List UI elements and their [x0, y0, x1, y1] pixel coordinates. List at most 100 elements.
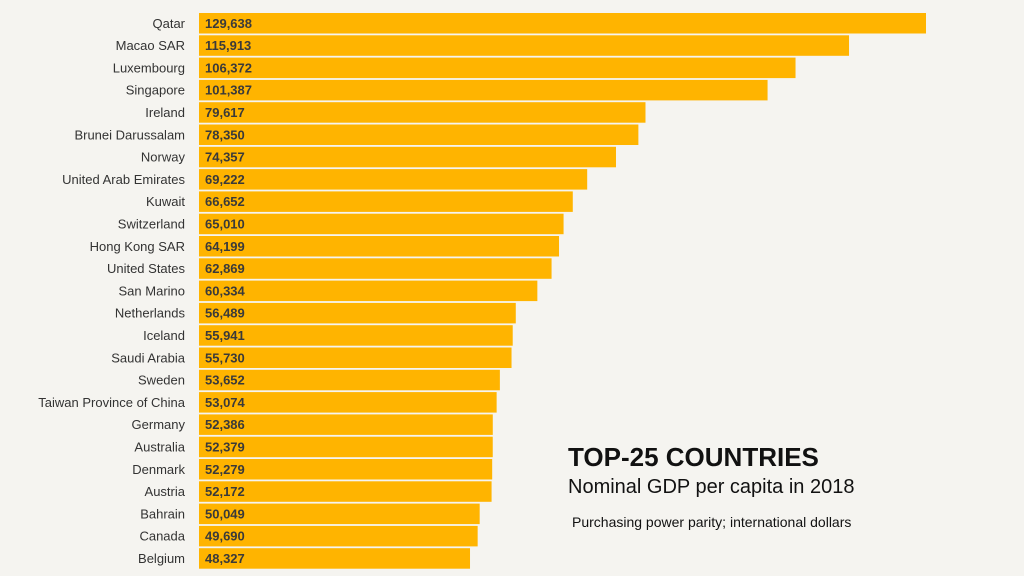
bar-row: Macao SAR 115,913 [116, 35, 850, 56]
bar [199, 369, 500, 391]
category-label: Canada [139, 529, 185, 544]
bar-row: Norway 74,357 [141, 146, 616, 168]
bar-row: Kuwait 66,652 [146, 191, 573, 212]
value-label: 53,652 [205, 373, 245, 388]
bar-row: Denmark 52,279 [132, 459, 493, 480]
bar [199, 102, 646, 123]
bar [199, 169, 588, 190]
value-label: 79,617 [205, 105, 245, 120]
bar [199, 236, 560, 257]
bar [199, 35, 850, 56]
value-label: 106,372 [205, 60, 252, 75]
category-label: Hong Kong SAR [90, 239, 185, 254]
bar-row: Taiwan Province of China 53,074 [38, 392, 497, 413]
bar-row: United Arab Emirates 69,222 [62, 169, 588, 190]
value-label: 50,049 [205, 506, 245, 521]
chart-title: TOP-25 COUNTRIES [568, 442, 819, 472]
value-label: 115,913 [205, 38, 251, 53]
category-label: United Arab Emirates [62, 172, 185, 187]
value-label: 101,387 [205, 83, 252, 98]
bar-row: Canada 49,690 [139, 525, 478, 547]
category-label: Taiwan Province of China [38, 395, 185, 410]
bar-row: Singapore 101,387 [126, 79, 768, 101]
bar [199, 13, 926, 34]
category-label: Denmark [132, 462, 185, 477]
category-label: Luxembourg [113, 60, 185, 75]
bar [199, 414, 493, 435]
category-label: San Marino [119, 283, 185, 298]
bar [199, 213, 564, 235]
bar [199, 436, 493, 458]
value-label: 53,074 [205, 395, 246, 410]
bar-row: Saudi Arabia 55,730 [111, 347, 512, 368]
chart-subtitle: Nominal GDP per capita in 2018 [568, 476, 855, 498]
category-label: Brunei Darussalam [74, 127, 185, 142]
category-label: Belgium [138, 551, 185, 566]
bar [199, 548, 471, 569]
value-label: 52,379 [205, 439, 245, 454]
bar [199, 459, 493, 480]
category-label: Macao SAR [116, 38, 185, 53]
bar-row: Qatar 129,638 [152, 13, 926, 34]
bar [199, 280, 538, 302]
value-label: 55,941 [205, 328, 245, 343]
bar-row: Sweden 53,652 [138, 369, 500, 391]
bar [199, 392, 497, 413]
value-label: 48,327 [205, 551, 245, 566]
value-label: 56,489 [205, 306, 245, 321]
bar [199, 503, 480, 525]
value-label: 78,350 [205, 127, 245, 142]
category-label: Switzerland [118, 216, 185, 231]
category-label: Qatar [152, 16, 185, 31]
bar [199, 525, 478, 547]
bar [199, 124, 639, 145]
bar [199, 79, 768, 101]
bar-row: Switzerland 65,010 [118, 213, 564, 235]
value-label: 74,357 [205, 150, 245, 165]
category-label: Kuwait [146, 194, 185, 209]
category-label: United States [107, 261, 186, 276]
value-label: 69,222 [205, 172, 245, 187]
category-label: Austria [145, 484, 186, 499]
bar-row: Hong Kong SAR 64,199 [90, 236, 560, 257]
category-label: Singapore [126, 83, 185, 98]
value-label: 66,652 [205, 194, 245, 209]
bar [199, 347, 512, 368]
bar-row: Netherlands 56,489 [115, 302, 516, 324]
title-block: TOP-25 COUNTRIES Nominal GDP per capita … [568, 441, 854, 531]
value-label: 52,172 [205, 484, 245, 499]
category-label: Australia [134, 439, 185, 454]
category-label: Saudi Arabia [111, 350, 185, 365]
bar-row: Australia 52,379 [134, 436, 493, 458]
bar [199, 57, 796, 79]
value-label: 49,690 [205, 529, 245, 544]
value-label: 65,010 [205, 216, 245, 231]
value-label: 52,386 [205, 417, 245, 432]
category-label: Germany [132, 417, 186, 432]
bar-row: Belgium 48,327 [138, 548, 471, 569]
bar-row: Germany 52,386 [132, 414, 493, 435]
bar-row: Brunei Darussalam 78,350 [74, 124, 639, 145]
bar-row: Bahrain 50,049 [140, 503, 480, 525]
category-label: Norway [141, 150, 186, 165]
bar-row: San Marino 60,334 [119, 280, 538, 302]
bar [199, 302, 516, 324]
bar-row: Luxembourg 106,372 [113, 57, 796, 79]
chart-note: Purchasing power parity; international d… [572, 514, 852, 530]
bar-row: Austria 52,172 [145, 481, 492, 502]
category-label: Netherlands [115, 306, 186, 321]
bar [199, 481, 492, 502]
value-label: 60,334 [205, 283, 246, 298]
category-label: Iceland [143, 328, 185, 343]
bar-row: Iceland 55,941 [143, 325, 513, 346]
value-label: 52,279 [205, 462, 245, 477]
value-label: 64,199 [205, 239, 245, 254]
category-label: Ireland [145, 105, 185, 120]
bar [199, 325, 513, 346]
value-label: 55,730 [205, 350, 245, 365]
bar [199, 191, 573, 212]
value-label: 62,869 [205, 261, 245, 276]
bar-row: United States 62,869 [107, 258, 552, 279]
